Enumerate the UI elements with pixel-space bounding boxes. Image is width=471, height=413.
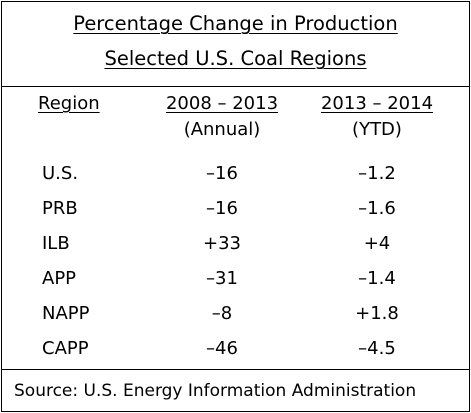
row-change-2013-2014: –4.5	[358, 338, 396, 359]
row-region: NAPP	[42, 303, 90, 324]
row-change-2008-2013: –46	[206, 338, 238, 359]
column-header-2013-2014: 2013 – 2014 (YTD)	[302, 91, 452, 143]
row-region: U.S.	[42, 163, 79, 184]
row-change-2008-2013: +33	[203, 233, 241, 254]
row-region: APP	[42, 268, 77, 289]
row-change-2013-2014: –1.2	[358, 163, 396, 184]
column-header-2008-2013: 2008 – 2013 (Annual)	[147, 91, 297, 143]
row-change-2013-2014: –1.4	[358, 268, 396, 289]
table-row: NAPP –8 +1.8	[2, 296, 469, 331]
column-header-2013-2014-sublabel: (YTD)	[352, 119, 402, 140]
table-title: Percentage Change in Production	[73, 12, 398, 35]
table-row: CAPP –46 –4.5	[2, 331, 469, 366]
table-subtitle: Selected U.S. Coal Regions	[104, 47, 367, 70]
table-row: APP –31 –1.4	[2, 261, 469, 296]
row-region: ILB	[42, 233, 70, 254]
column-header-2008-2013-sublabel: (Annual)	[183, 119, 261, 140]
row-change-2008-2013: –31	[206, 268, 238, 289]
column-header-region: Region	[38, 91, 108, 117]
column-header-region-label: Region	[38, 93, 100, 114]
row-change-2013-2014: +1.8	[355, 303, 399, 324]
row-change-2013-2014: –1.6	[358, 198, 396, 219]
row-change-2008-2013: –16	[206, 198, 238, 219]
source-note: Source: U.S. Energy Information Administ…	[2, 369, 469, 411]
table-row: ILB +33 +4	[2, 226, 469, 261]
column-header-2013-2014-label: 2013 – 2014	[320, 93, 434, 114]
table-title-block: Percentage Change in Production Selected…	[2, 2, 469, 87]
column-header-2008-2013-label: 2008 – 2013	[165, 93, 279, 114]
row-change-2008-2013: –16	[206, 163, 238, 184]
table-row: U.S. –16 –1.2	[2, 156, 469, 191]
row-change-2008-2013: –8	[211, 303, 233, 324]
row-region: CAPP	[42, 338, 89, 359]
table-row: PRB –16 –1.6	[2, 191, 469, 226]
row-change-2013-2014: +4	[363, 233, 391, 254]
row-region: PRB	[42, 198, 78, 219]
